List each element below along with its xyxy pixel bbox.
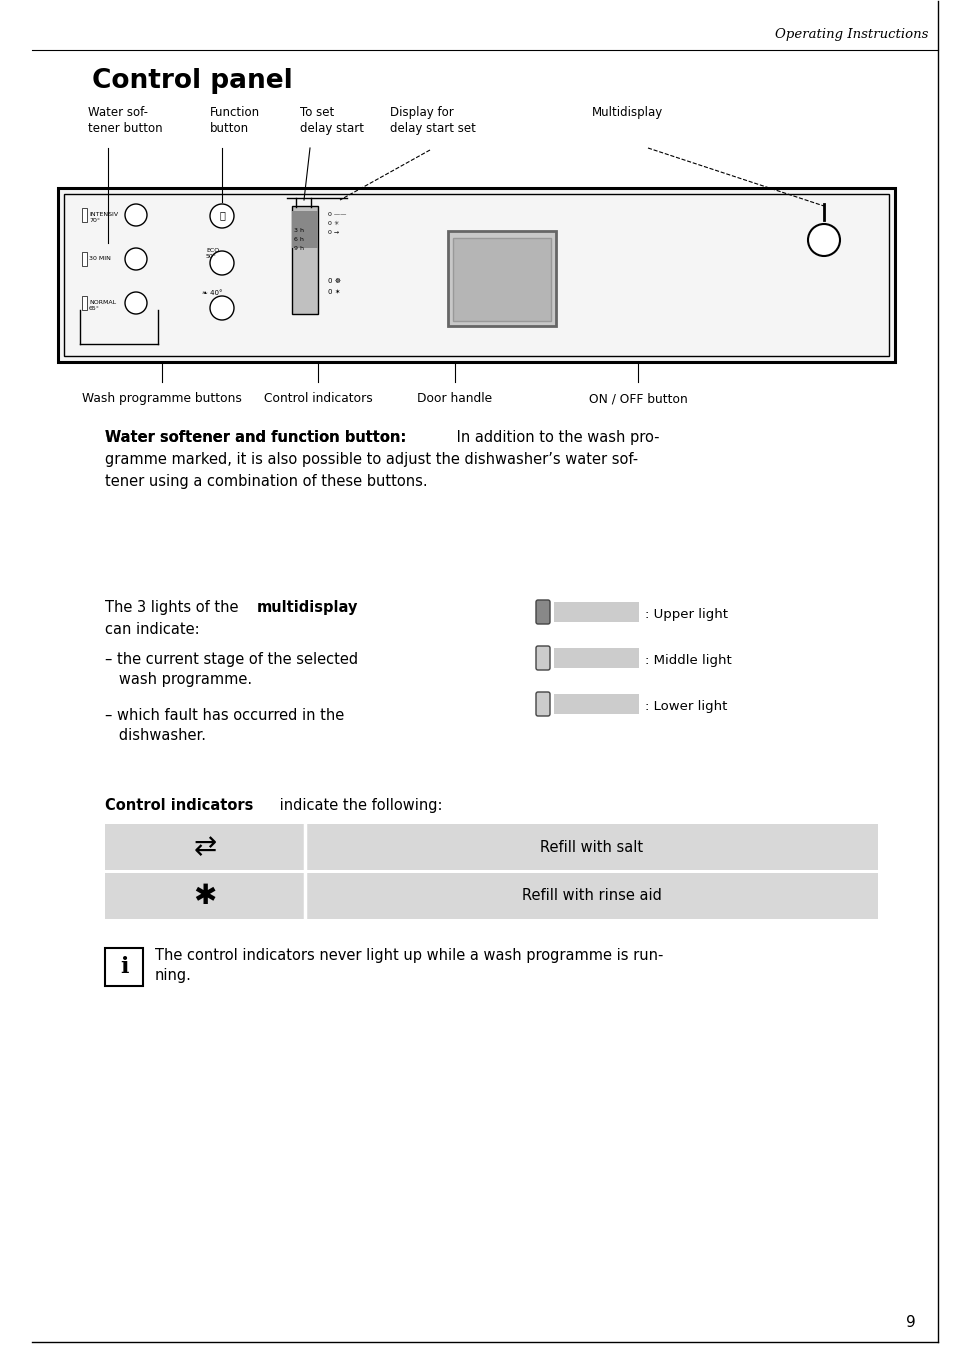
Text: Control indicators: Control indicators bbox=[263, 392, 372, 406]
Text: indicate the following:: indicate the following: bbox=[274, 798, 442, 813]
Text: : Upper light: : Upper light bbox=[644, 608, 727, 621]
Text: Water softener and function button:: Water softener and function button: bbox=[105, 430, 406, 445]
Text: Water sof-
tener button: Water sof- tener button bbox=[88, 105, 162, 135]
Text: Display for
delay start set: Display for delay start set bbox=[390, 105, 476, 135]
Bar bbox=[82, 251, 87, 266]
Text: NORMAL
65°: NORMAL 65° bbox=[89, 300, 116, 311]
Text: – the current stage of the selected
   wash programme.: – the current stage of the selected wash… bbox=[105, 652, 357, 687]
Circle shape bbox=[210, 251, 233, 274]
Text: : Middle light: : Middle light bbox=[644, 654, 731, 667]
Bar bbox=[105, 873, 877, 919]
Circle shape bbox=[125, 292, 147, 314]
Text: ✱: ✱ bbox=[193, 882, 216, 910]
Text: multidisplay: multidisplay bbox=[256, 600, 358, 615]
Text: Wash programme buttons: Wash programme buttons bbox=[82, 392, 242, 406]
Text: Function
button: Function button bbox=[210, 105, 260, 135]
Text: Door handle: Door handle bbox=[417, 392, 492, 406]
Text: In addition to the wash pro-: In addition to the wash pro- bbox=[452, 430, 659, 445]
Text: Control panel: Control panel bbox=[91, 68, 293, 95]
Bar bbox=[82, 296, 87, 310]
Bar bbox=[554, 694, 639, 714]
Bar bbox=[105, 948, 143, 986]
Text: Operating Instructions: Operating Instructions bbox=[774, 28, 927, 41]
Bar bbox=[448, 231, 556, 326]
Text: Refill with salt: Refill with salt bbox=[539, 840, 642, 854]
Bar bbox=[82, 208, 87, 222]
Circle shape bbox=[125, 247, 147, 270]
Text: To set
delay start: To set delay start bbox=[299, 105, 364, 135]
Text: ⏻: ⏻ bbox=[219, 210, 225, 220]
Bar bbox=[554, 602, 639, 622]
Text: ❧ 40°: ❧ 40° bbox=[202, 289, 222, 296]
Text: ⇄: ⇄ bbox=[193, 833, 216, 861]
Bar bbox=[64, 193, 888, 356]
FancyBboxPatch shape bbox=[536, 692, 550, 717]
Text: Multidisplay: Multidisplay bbox=[592, 105, 662, 119]
Text: i: i bbox=[120, 956, 128, 977]
Text: The 3 lights of the: The 3 lights of the bbox=[105, 600, 243, 615]
FancyBboxPatch shape bbox=[536, 600, 550, 625]
Text: ECO
50°: ECO 50° bbox=[206, 247, 219, 258]
Text: 0 ☸
0 ✶: 0 ☸ 0 ✶ bbox=[328, 279, 340, 295]
Text: 9: 9 bbox=[905, 1315, 915, 1330]
Text: INTENSIV
70°: INTENSIV 70° bbox=[89, 212, 118, 223]
Text: Control indicators: Control indicators bbox=[105, 798, 253, 813]
Text: Water softener and function button: In addition to the wash pro-
gramme marked, : Water softener and function button: In a… bbox=[105, 430, 638, 485]
Circle shape bbox=[807, 224, 840, 256]
Circle shape bbox=[210, 296, 233, 320]
Bar bbox=[554, 648, 639, 668]
Text: The control indicators never light up while a wash programme is run-
ning.: The control indicators never light up wh… bbox=[154, 948, 662, 983]
Text: 0 ——
0 ☼
0 →: 0 —— 0 ☼ 0 → bbox=[328, 212, 346, 235]
Text: 30 MIN: 30 MIN bbox=[89, 256, 111, 261]
Bar bbox=[292, 206, 317, 314]
Circle shape bbox=[210, 204, 233, 228]
Text: Refill with rinse aid: Refill with rinse aid bbox=[521, 888, 660, 903]
Circle shape bbox=[125, 204, 147, 226]
Text: – which fault has occurred in the
   dishwasher.: – which fault has occurred in the dishwa… bbox=[105, 708, 344, 744]
Bar bbox=[292, 211, 317, 247]
Text: Water softener and function button:: Water softener and function button: bbox=[105, 430, 406, 445]
Bar bbox=[105, 823, 877, 869]
Text: tener using a combination of these buttons.: tener using a combination of these butto… bbox=[105, 475, 427, 489]
Bar bbox=[453, 238, 551, 320]
Text: can indicate:: can indicate: bbox=[105, 622, 199, 637]
Text: 3 h
6 h
9 h: 3 h 6 h 9 h bbox=[294, 228, 304, 251]
Bar bbox=[58, 188, 894, 362]
Text: gramme marked, it is also possible to adjust the dishwasher’s water sof-: gramme marked, it is also possible to ad… bbox=[105, 452, 638, 466]
Text: ON / OFF button: ON / OFF button bbox=[588, 392, 687, 406]
Text: : Lower light: : Lower light bbox=[644, 700, 726, 713]
FancyBboxPatch shape bbox=[536, 646, 550, 671]
